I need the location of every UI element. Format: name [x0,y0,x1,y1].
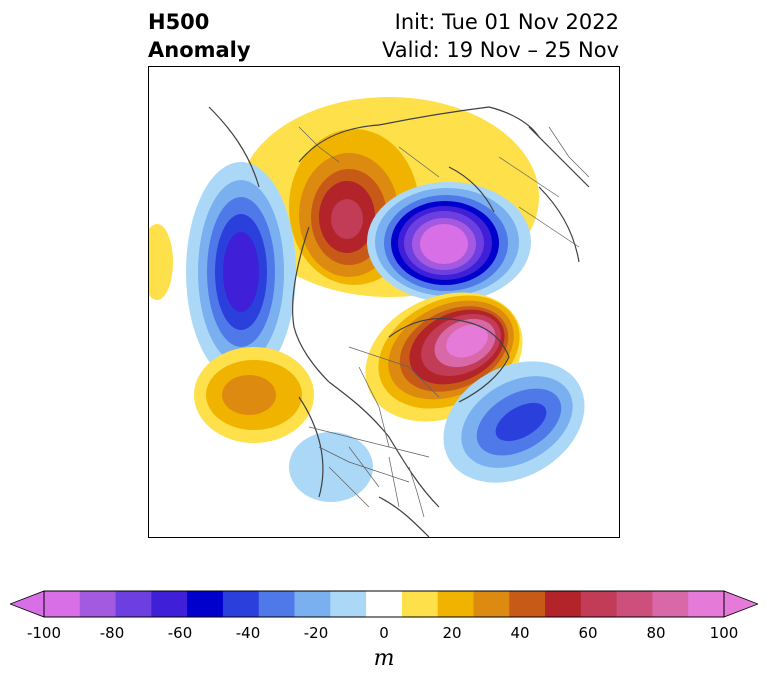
colorbar-segment [580,591,618,617]
colorbar-segment [652,591,689,617]
title-variable: H500 [148,10,210,34]
colorbar-segment [187,591,224,617]
colorbar-max-extension [723,590,758,618]
map-panel [148,66,620,538]
tick-label: 100 [709,624,739,642]
tick-label: -100 [26,624,62,642]
tick-label: 0 [379,624,389,642]
tick-label: 60 [578,624,598,642]
colorbar-min-extension [10,590,45,618]
colorbar-segment [401,591,439,617]
colorbar-segment [330,591,367,617]
title-init: Init: Tue 01 Nov 2022 [394,10,619,34]
colorbar-segment [258,591,296,617]
colorbar-segment [509,591,546,617]
colorbar-segment [616,591,653,617]
tick-label: -40 [235,624,261,642]
colorbar-segment [44,591,81,617]
tick-label: -60 [167,624,193,642]
tick-label: 20 [442,624,462,642]
colorbar-units: m [373,646,395,671]
colorbar-segment [79,591,117,617]
colorbar-segment [545,591,582,617]
anomaly-positive-pacific [194,347,314,443]
colorbar-segment [437,591,474,617]
anomaly-negative-atlantic [443,361,585,483]
tick-label: 80 [646,624,666,642]
colorbar-segment [366,591,403,617]
map-coastlines [208,106,590,537]
map-svg [149,97,590,537]
title-type: Anomaly [148,38,251,62]
colorbar-segment [222,591,260,617]
colorbar-segment [688,591,725,617]
map-borders [298,126,590,518]
colorbar-segment [151,591,188,617]
tick-label: -20 [303,624,329,642]
anomaly-negative-pole [367,182,531,302]
tick-label: 40 [510,624,530,642]
title-right: Init: Tue 01 Nov 2022 Valid: 19 Nov – 25… [382,8,619,64]
colorbar [10,590,758,618]
colorbar-segment [115,591,152,617]
colorbar-segment [473,591,510,617]
title-valid: Valid: 19 Nov – 25 Nov [382,38,619,62]
anomaly-negative-swus [289,432,373,502]
colorbar-frame [43,590,725,618]
tick-label: -80 [99,624,125,642]
colorbar-segment [294,591,331,617]
colorbar-segments [44,591,725,617]
anomaly-positive-west [149,224,173,300]
title-left: H500 Anomaly [148,8,251,64]
anomaly-negative-asia [186,162,296,382]
